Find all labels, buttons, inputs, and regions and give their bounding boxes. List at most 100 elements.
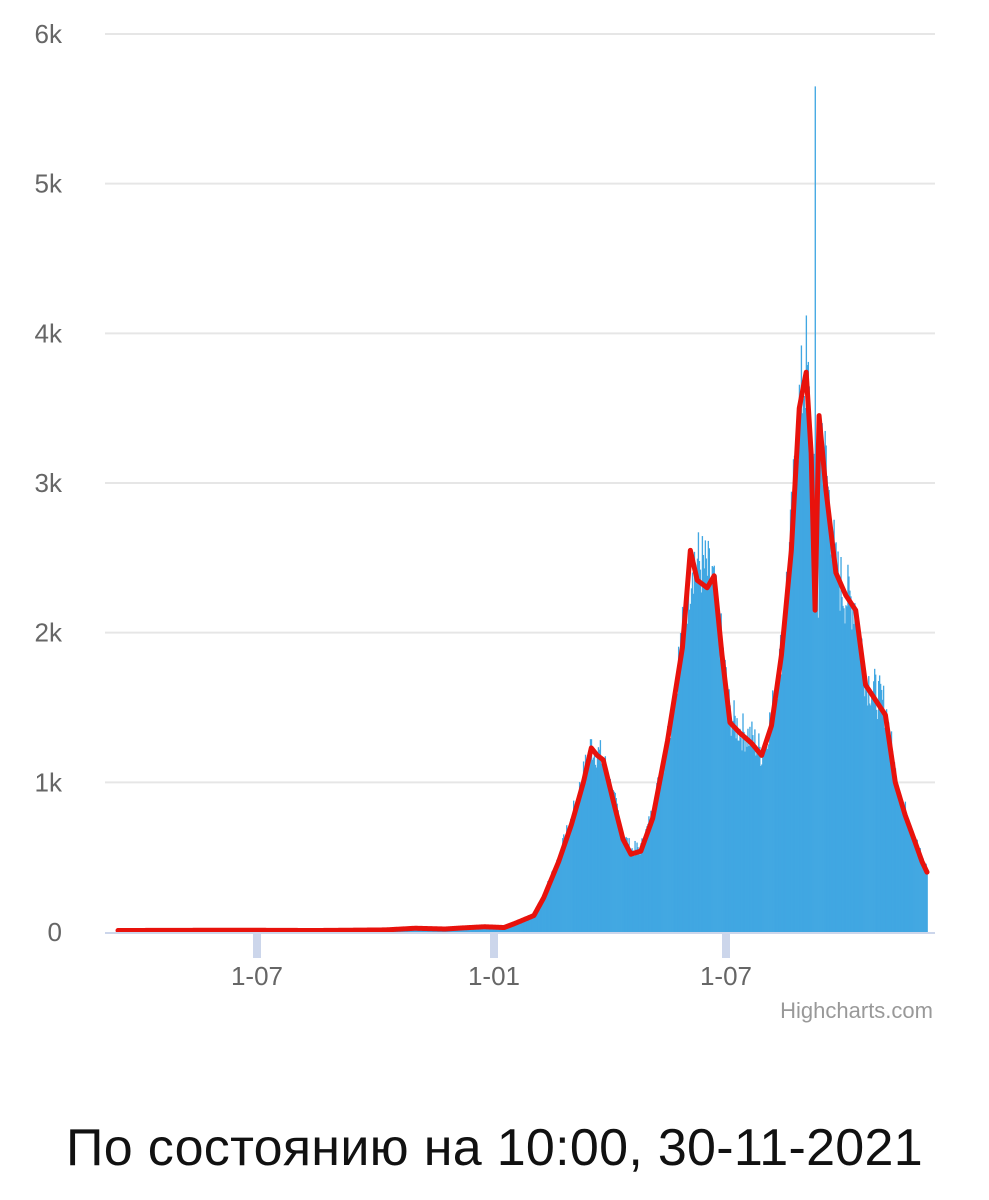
bar [856,626,858,932]
bar [528,916,530,932]
bar [685,611,688,932]
bar [715,575,717,932]
bar [806,365,809,932]
bar [618,816,620,932]
bar [779,634,782,932]
bar [629,856,631,932]
bar [923,864,925,932]
bar [693,551,696,932]
bar [866,681,868,932]
bar [670,737,672,932]
bar [626,837,628,932]
bar [686,623,689,932]
bar [624,840,626,932]
bar [776,698,779,932]
bar [637,847,639,932]
bar [742,713,744,932]
bar [736,718,738,932]
chart: 0 1k 2k 3k 4k 5k 6k 1-07 1-01 1-07 Highcharts.co… [35,19,935,1023]
bar [909,833,912,932]
bar [607,785,609,932]
bar [513,923,515,932]
bar [691,572,694,932]
bar [521,919,523,932]
bar [873,681,875,932]
bar [848,576,850,932]
bar [891,751,894,932]
bar [593,750,596,932]
bar [707,540,710,932]
bar [556,859,558,932]
bar [725,667,727,932]
bar [868,676,870,932]
bar [658,792,660,932]
bar [530,915,532,932]
bar [808,386,811,932]
bar [821,423,823,932]
bar [694,564,697,932]
bar [608,790,610,932]
bar [839,610,841,932]
bar [864,696,866,932]
bar [857,616,859,932]
bar [592,757,595,932]
bar [926,872,928,932]
bar [744,751,746,932]
bar [800,345,803,933]
bar [916,839,918,932]
bar [840,557,842,932]
bar [877,680,880,932]
bar [661,774,663,932]
bar [683,608,686,932]
bar [539,902,541,932]
bar [668,745,670,932]
bar [567,837,569,932]
bar [883,727,886,932]
bar [733,700,735,932]
bar [709,583,711,932]
bar [615,797,617,932]
bar [526,917,528,932]
bar [798,384,801,933]
y-tick-label: 0 [48,917,62,947]
bar [652,823,654,932]
bar [677,646,680,932]
bar [508,925,510,932]
bar [757,749,759,932]
x-tick-mark [253,934,261,958]
bar [870,705,872,932]
bar [703,568,706,932]
bar [564,846,566,932]
bar [748,746,750,932]
bar [519,920,521,932]
bar [897,797,900,932]
bar [819,423,821,932]
bar [625,836,627,932]
bar [822,485,824,932]
bar [622,837,624,932]
bar [678,656,681,932]
bar [542,899,544,932]
bar [805,315,808,933]
bar [767,749,769,932]
bar [919,848,921,932]
bar [782,637,785,932]
bar [522,918,524,932]
bar [862,655,864,932]
bar [769,712,771,932]
bar [894,768,897,932]
bar [653,817,655,932]
bar [695,569,698,932]
credits-link[interactable]: Highcharts.com [780,998,933,1023]
bar [718,631,720,932]
bar [795,492,798,932]
bar [713,565,715,932]
bar [523,918,525,932]
bar [665,757,667,932]
bar [650,810,652,932]
bar [811,491,813,932]
bar [875,674,877,932]
bar [834,543,836,932]
bar [869,703,871,932]
bar [786,576,789,932]
